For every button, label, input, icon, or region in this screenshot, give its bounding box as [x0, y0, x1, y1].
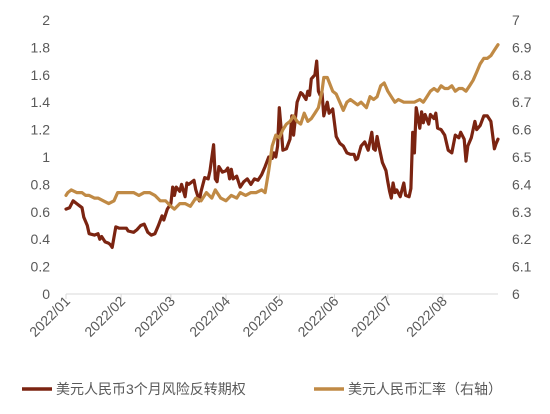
legend: 美元人民币3个月风险反转期权 美元人民币汇率（右轴）	[22, 381, 502, 397]
x-axis-tick-label: 2022/05	[239, 293, 286, 340]
x-axis-ticks: 2022/01 2022/02 2022/03 2022/04 2022/05 2022/…	[26, 293, 450, 340]
right-axis-tick-label: 6.8	[512, 67, 532, 83]
right-axis-tick-label: 6.9	[512, 39, 532, 55]
series-layer	[64, 43, 500, 249]
right-axis-tick-label: 6	[512, 286, 520, 302]
left-axis-tick-label: 0.8	[31, 176, 51, 192]
x-axis-tick-label: 2022/03	[131, 293, 178, 340]
right-axis-tick-label: 6.6	[512, 122, 532, 138]
left-axis-ticks: 0 0.2 0.4 0.6 0.8 1 1.2 1.4 1.6 1.8 2	[31, 12, 51, 302]
left-axis-tick-label: 0.4	[31, 231, 51, 247]
series-line-risk-reversal	[64, 59, 500, 249]
right-axis-tick-label: 6.5	[512, 149, 532, 165]
left-axis-tick-label: 1.2	[31, 122, 51, 138]
left-axis-tick-label: 0.2	[31, 259, 51, 275]
right-axis-tick-label: 6.1	[512, 259, 532, 275]
left-axis-tick-label: 0	[42, 286, 50, 302]
x-axis-tick-label: 2022/02	[81, 293, 128, 340]
right-axis-tick-label: 6.3	[512, 204, 532, 220]
right-axis-tick-label: 7	[512, 12, 520, 28]
x-axis-tick-label: 2022/08	[403, 293, 450, 340]
left-axis-tick-label: 0.6	[31, 204, 51, 220]
left-axis-tick-label: 1.6	[31, 67, 51, 83]
right-axis-tick-label: 6.4	[512, 176, 532, 192]
right-axis-tick-label: 6.7	[512, 94, 532, 110]
legend-label: 美元人民币3个月风险反转期权	[56, 381, 246, 397]
series-line-usdcny-rate	[64, 43, 500, 211]
x-axis-tick-label: 2022/07	[348, 293, 395, 340]
x-axis-tick-label: 2022/06	[294, 293, 341, 340]
left-axis-tick-label: 1.4	[31, 94, 51, 110]
left-axis-tick-label: 1.8	[31, 39, 51, 55]
legend-label: 美元人民币汇率（右轴）	[348, 381, 502, 397]
right-axis-ticks: 6 6.1 6.2 6.3 6.4 6.5 6.6 6.7 6.8 6.9 7	[512, 12, 532, 302]
x-axis-tick-label: 2022/04	[186, 293, 233, 340]
right-axis-tick-label: 6.2	[512, 231, 532, 247]
left-axis-tick-label: 1	[42, 149, 50, 165]
left-axis-tick-label: 2	[42, 12, 50, 28]
